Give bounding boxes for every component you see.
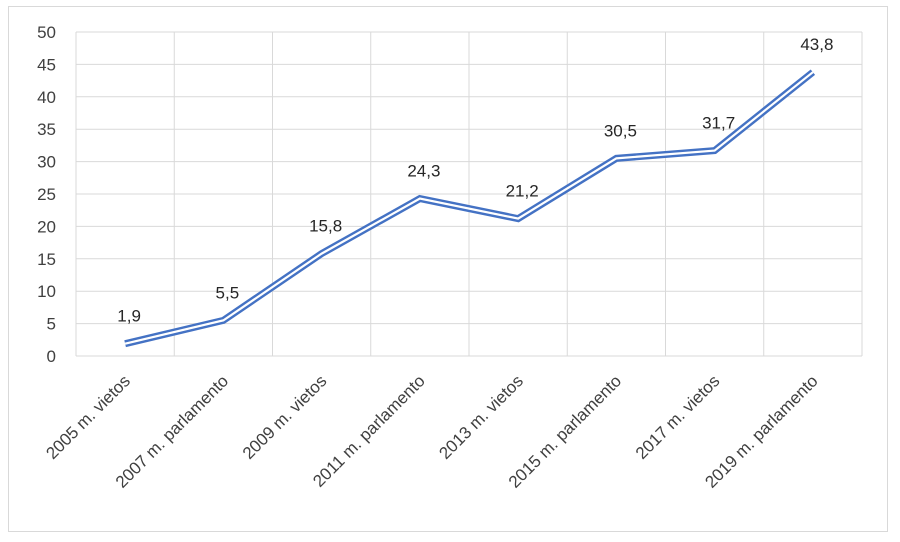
data-label: 5,5: [216, 283, 240, 302]
data-label: 15,8: [309, 217, 342, 236]
data-label: 1,9: [117, 307, 141, 326]
y-tick-label: 15: [37, 250, 56, 269]
y-tick-label: 10: [37, 282, 56, 301]
x-tick-label: 2017 m. vietos: [632, 371, 724, 463]
y-tick-label: 25: [37, 185, 56, 204]
data-label: 21,2: [506, 182, 539, 201]
data-label: 30,5: [604, 121, 637, 140]
y-tick-label: 5: [47, 315, 56, 334]
y-tick-label: 35: [37, 120, 56, 139]
series-line-inner: [124, 71, 814, 345]
y-tick-label: 20: [37, 217, 56, 236]
x-tick-label: 2009 m. vietos: [239, 371, 331, 463]
x-tick-label: 2005 m. vietos: [42, 371, 134, 463]
y-tick-label: 40: [37, 88, 56, 107]
chart-frame: [8, 6, 888, 532]
x-tick-label: 2015 m. parlamento: [505, 371, 625, 491]
data-label: 31,7: [702, 114, 735, 133]
data-label: 43,8: [800, 35, 833, 54]
x-tick-label: 2013 m. vietos: [435, 371, 527, 463]
data-label: 24,3: [407, 162, 440, 181]
x-tick-label: 2019 m. parlamento: [701, 371, 821, 491]
x-tick-label: 2007 m. parlamento: [112, 371, 232, 491]
y-tick-label: 50: [37, 23, 56, 42]
y-tick-label: 30: [37, 153, 56, 172]
y-tick-label: 45: [37, 55, 56, 74]
y-tick-label: 0: [47, 347, 56, 366]
x-tick-label: 2011 m. parlamento: [309, 371, 428, 490]
